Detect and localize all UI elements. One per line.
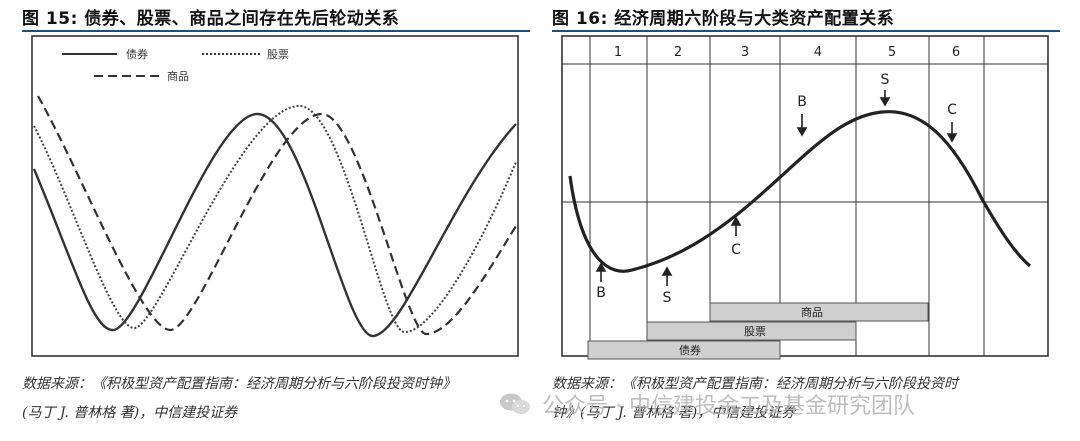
arrow-down-icon [796,127,808,137]
legend-bond-label: 债券 [126,47,148,61]
marker-c-low-label: C [731,242,741,258]
arrow-up-icon [661,266,673,276]
arrow-up-icon [730,216,742,226]
legend-stock-label: 股票 [267,48,289,61]
commodity-bar-label: 商品 [801,305,823,319]
bond-bar-label: 债券 [679,343,701,357]
figure-15-chart: 债券 股票 商品 [31,35,519,357]
commodity-bar [709,302,929,322]
arrow-down-icon [946,133,958,143]
stage-label-2: 2 [674,45,682,60]
cycle-curve [568,110,1032,273]
marker-b-high-label: B [797,94,807,110]
stage-label-4: 4 [814,45,822,60]
stock-curve [33,104,517,334]
marker-b-low-label: B [596,285,606,301]
figure-15-title: 图 15: 债券、股票、商品之间存在先后轮动关系 [22,9,400,29]
marker-s-high-label: S [881,72,890,88]
figure-16-source-line1: 数据来源：《积极型资产配置指南：经济周期分析与六阶段投资时 [552,376,958,392]
figure-15-title-rule [22,30,530,32]
marker-c-high-label: C [947,102,957,118]
arrow-up-icon [595,262,607,272]
stage-label-5: 5 [888,45,896,60]
marker-s-low-label: S [663,290,672,306]
arrow-down-icon [879,97,891,107]
stage-label-6: 6 [952,45,960,60]
stock-bar-label: 股票 [744,325,766,338]
figure-15-source-line2: (马丁 J. 普林格 著)，中信建投证券 [22,405,238,421]
legend-commodity-label: 商品 [167,69,189,83]
figure-15-source-line1: 数据来源：《积极型资产配置指南：经济周期分析与六阶段投资时钟》 [22,376,456,392]
chart-frame [31,35,519,357]
figure-16-title: 图 16: 经济周期六阶段与大类资产配置关系 [552,9,895,29]
watermark: 公众号 · 中信建投金工及基金研究团队 [498,388,915,420]
wechat-icon [500,393,530,414]
commodity-curve [37,95,517,336]
figure-16-chart: 1 2 3 4 5 6 B S C B S C 商品 股票 债券 [561,35,1049,360]
figure-16-source-line2: 钟》(马丁 J. 普林格 著)，中信建投证券 [552,405,796,421]
stage-label-3: 3 [741,45,749,60]
figure-16-title-rule [552,30,1060,32]
bond-bar [587,340,781,360]
stock-bar [646,321,857,341]
watermark-text: 公众号 · 中信建投金工及基金研究团队 [542,394,915,419]
stage-label-1: 1 [614,45,622,60]
